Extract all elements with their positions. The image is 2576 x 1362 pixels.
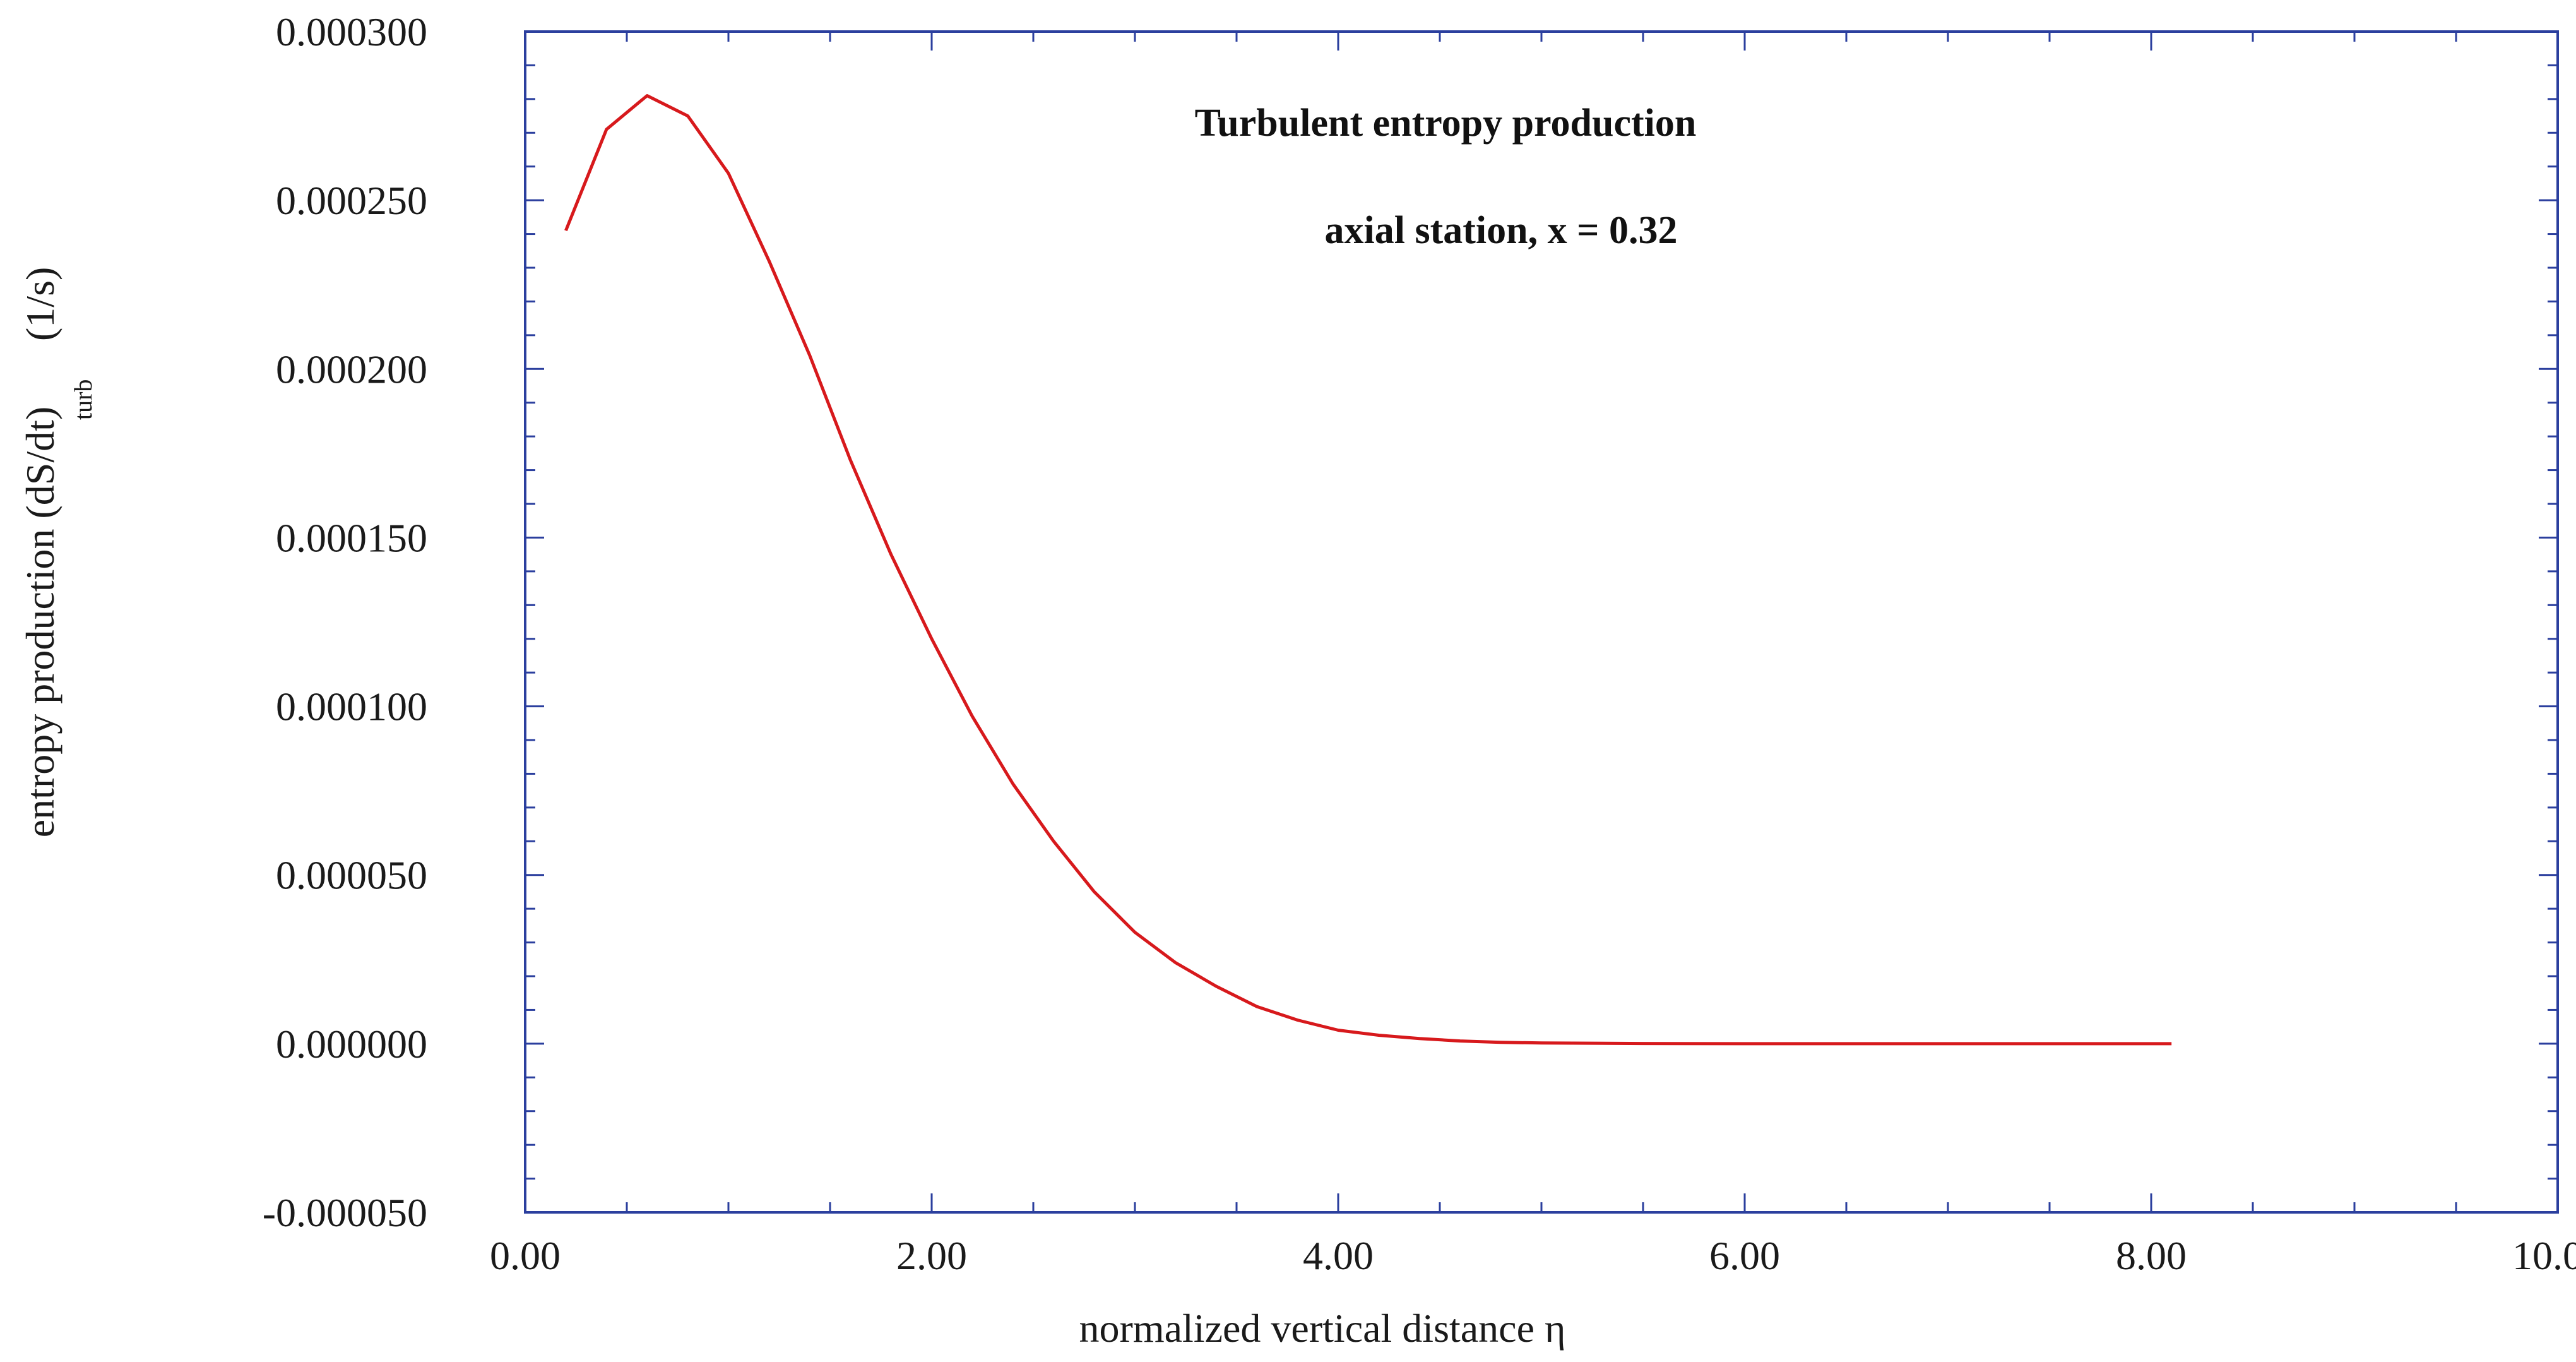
data-point [2150, 1042, 2153, 1045]
y-tick-label: 0.000250 [276, 178, 427, 223]
data-point [1337, 1029, 1340, 1032]
y-axis-label: entropy production (dS/dt) turb (1/s) [18, 267, 97, 838]
data-point [564, 229, 567, 232]
data-point [1418, 1037, 1421, 1040]
data-point [1459, 1039, 1462, 1042]
chart-subtitle: axial station, x = 0.32 [1325, 209, 1678, 252]
ticks [524, 30, 2559, 1214]
y-tick-label: 0.000100 [276, 684, 427, 729]
data-point [1540, 1041, 1543, 1044]
x-tick-label: 8.00 [2116, 1233, 2187, 1278]
y-tick-label: 0.000200 [276, 347, 427, 391]
data-point [1845, 1042, 1848, 1045]
x-tick-label: 4.00 [1303, 1233, 1374, 1278]
data-point [971, 715, 974, 718]
data-point [1052, 840, 1055, 843]
data-point [1174, 961, 1177, 964]
data-point [889, 553, 893, 556]
data-point [1377, 1034, 1380, 1037]
y-tick-labels: -0.000050 0.000000 0.000050 0.000100 0.00015… [263, 9, 427, 1235]
data-point [930, 637, 934, 640]
y-axis-label-main: entropy production (dS/dt) [18, 407, 62, 838]
y-axis-label-unit: (1/s) [18, 267, 62, 341]
data-point [646, 94, 649, 97]
chart-title: Turbulent entropy production [1195, 102, 1697, 145]
data-point [1255, 1005, 1259, 1008]
data-point [1214, 985, 1218, 988]
data-point [1093, 890, 1096, 893]
x-tick-label: 6.00 [1709, 1233, 1780, 1278]
data-point [1642, 1042, 1645, 1045]
data-point [1743, 1042, 1747, 1045]
x-tick-label: 0.00 [490, 1233, 561, 1278]
data-point [849, 458, 852, 462]
x-tick-labels: 0.00 2.00 4.00 6.00 8.00 10.00 [490, 1233, 2576, 1278]
x-tick-label: 2.00 [896, 1233, 967, 1278]
y-axis-label-sub: turb [69, 379, 97, 420]
y-tick-label: 0.000000 [276, 1022, 427, 1066]
y-tick-label: 0.000050 [276, 853, 427, 898]
data-point [2048, 1042, 2051, 1045]
data-point [1134, 931, 1137, 934]
series-line [564, 94, 2172, 1046]
y-tick-label: 0.000300 [276, 9, 427, 54]
data-point [1296, 1019, 1299, 1022]
data-point [727, 172, 730, 175]
data-point [808, 354, 811, 357]
y-tick-label: 0.000150 [276, 515, 427, 560]
x-axis-label: normalized vertical distance η [1079, 1306, 1566, 1351]
data-point [2170, 1042, 2173, 1045]
data-point [605, 128, 608, 131]
data-point [768, 260, 771, 263]
x-tick-label: 10.00 [2512, 1233, 2576, 1278]
data-point [1499, 1041, 1502, 1044]
data-point [1011, 782, 1014, 786]
y-tick-label: -0.000050 [263, 1190, 427, 1235]
data-point [1947, 1042, 1950, 1045]
data-point [686, 114, 689, 117]
